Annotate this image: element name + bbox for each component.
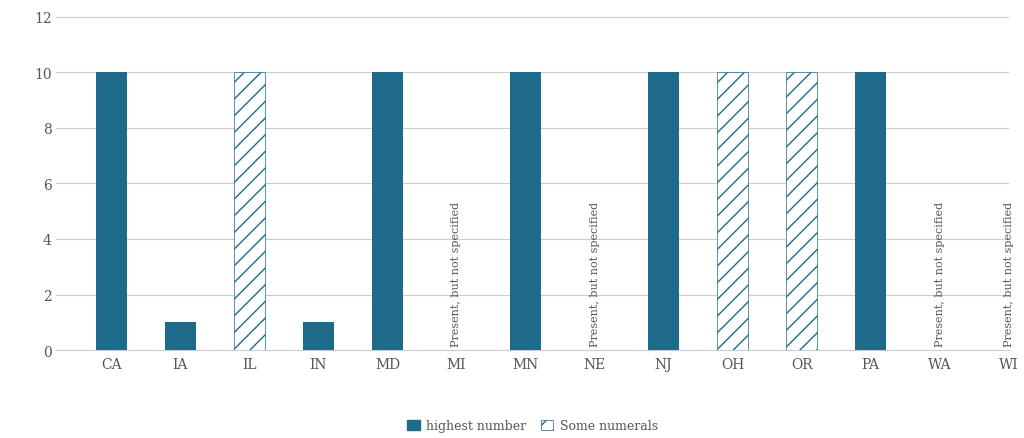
Bar: [648, 73, 679, 350]
Bar: [233, 73, 265, 350]
Bar: [165, 323, 196, 350]
Bar: [786, 73, 817, 350]
Text: Present, but not specified: Present, but not specified: [1004, 201, 1014, 346]
Legend: highest number, Some numerals: highest number, Some numerals: [402, 414, 663, 438]
Bar: [96, 73, 127, 350]
Bar: [372, 73, 403, 350]
Text: Present, but not specified: Present, but not specified: [590, 201, 599, 346]
Bar: [510, 73, 541, 350]
Text: Present, but not specified: Present, but not specified: [935, 201, 944, 346]
Text: Present, but not specified: Present, but not specified: [452, 201, 462, 346]
Bar: [717, 73, 749, 350]
Bar: [855, 73, 886, 350]
Bar: [303, 323, 334, 350]
